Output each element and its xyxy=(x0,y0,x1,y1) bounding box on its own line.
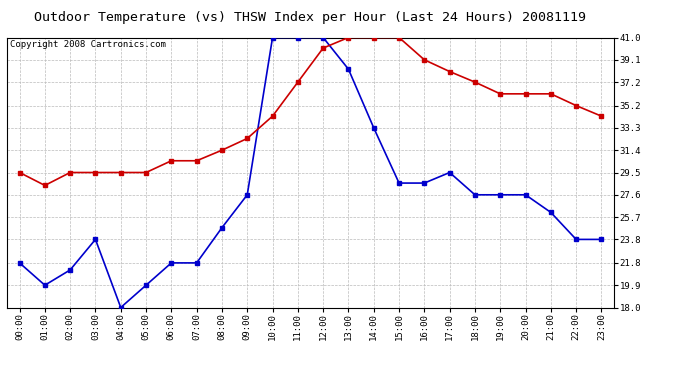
Text: Copyright 2008 Cartronics.com: Copyright 2008 Cartronics.com xyxy=(10,40,166,49)
Text: Outdoor Temperature (vs) THSW Index per Hour (Last 24 Hours) 20081119: Outdoor Temperature (vs) THSW Index per … xyxy=(34,11,586,24)
